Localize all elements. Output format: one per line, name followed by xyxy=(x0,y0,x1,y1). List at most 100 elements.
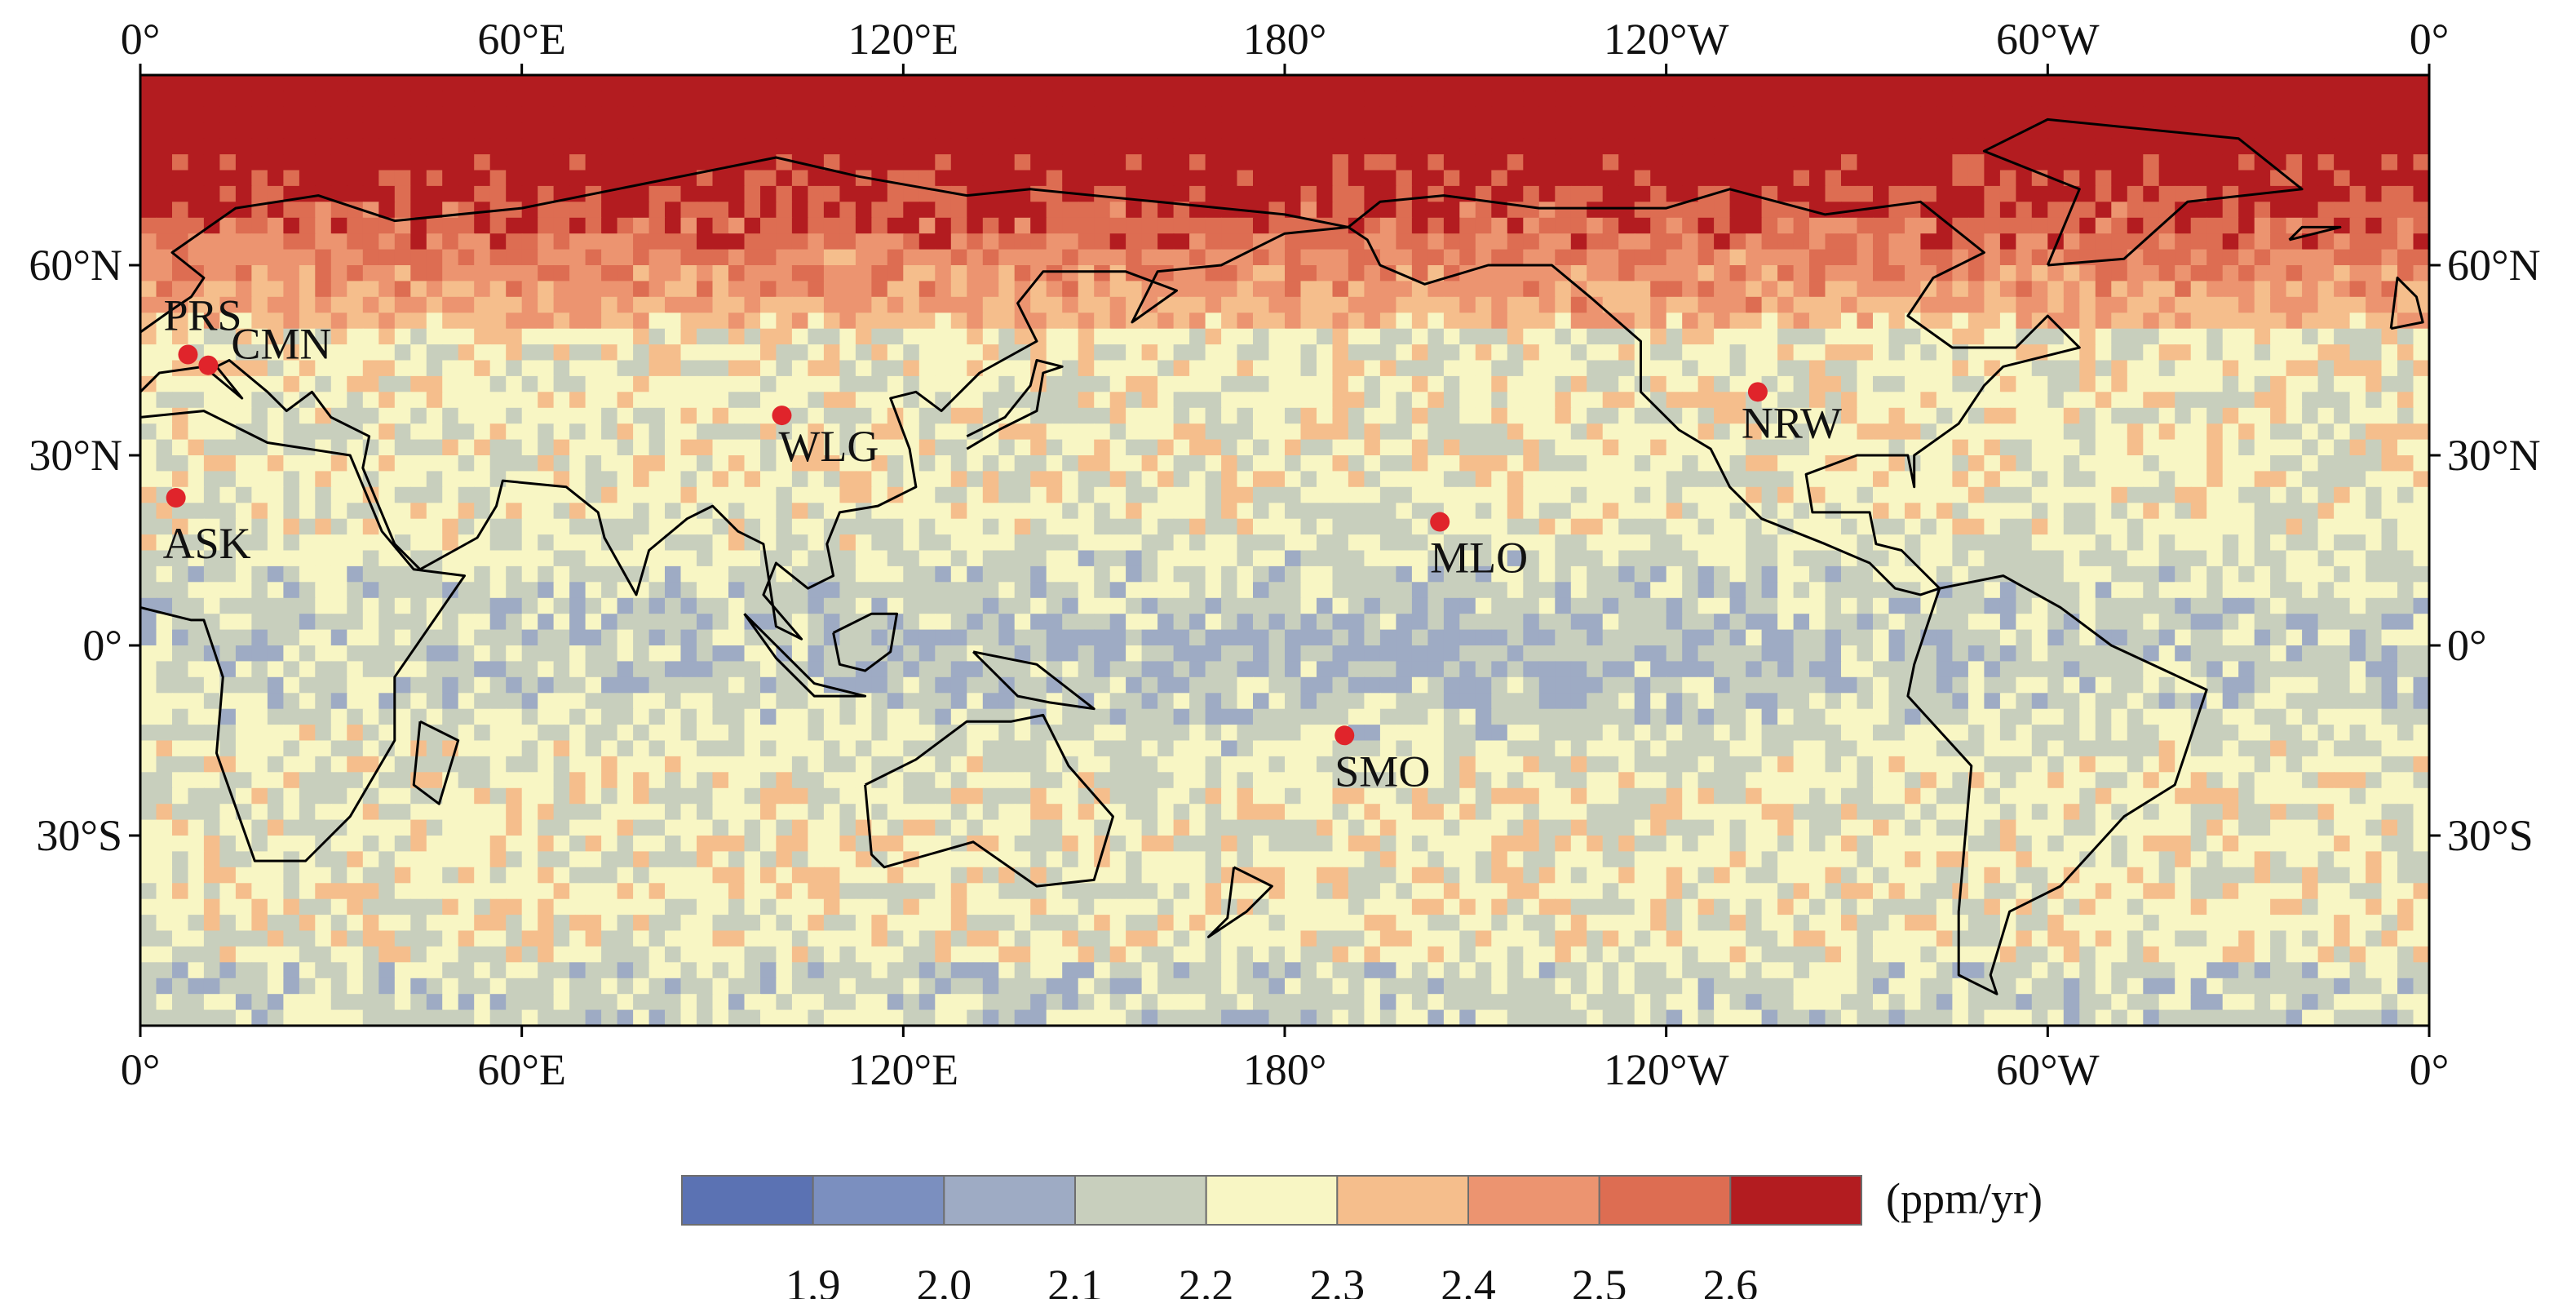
grid-cell xyxy=(2349,91,2366,108)
grid-cell xyxy=(760,614,777,631)
grid-cell xyxy=(1920,455,1937,472)
grid-cell xyxy=(2127,582,2144,599)
grid-cell xyxy=(2127,565,2144,583)
grid-cell xyxy=(1777,233,1795,250)
grid-cell xyxy=(1587,439,1604,456)
grid-cell xyxy=(665,614,682,631)
grid-cell xyxy=(1443,296,1461,313)
grid-cell xyxy=(1507,534,1525,552)
grid-cell xyxy=(203,518,221,535)
grid-cell xyxy=(601,503,618,520)
grid-cell xyxy=(1332,154,1349,171)
grid-cell xyxy=(172,550,189,567)
grid-cell xyxy=(521,423,538,441)
grid-cell xyxy=(156,249,173,266)
grid-cell xyxy=(712,91,729,108)
grid-cell xyxy=(1999,106,2017,123)
grid-cell xyxy=(1317,328,1334,345)
grid-cell xyxy=(251,503,268,520)
grid-cell xyxy=(1014,328,1031,345)
grid-cell xyxy=(950,565,968,583)
grid-cell xyxy=(2397,154,2414,171)
grid-cell xyxy=(982,170,1000,187)
grid-cell xyxy=(315,313,332,330)
grid-cell xyxy=(2381,138,2398,155)
grid-cell xyxy=(1809,138,1826,155)
grid-cell xyxy=(1873,423,1890,441)
grid-cell xyxy=(172,582,189,599)
grid-cell xyxy=(347,375,364,393)
grid-cell xyxy=(521,597,538,614)
grid-cell xyxy=(1285,328,1302,345)
grid-cell xyxy=(903,185,920,203)
grid-cell xyxy=(251,185,268,203)
grid-cell xyxy=(665,518,682,535)
grid-cell xyxy=(2413,217,2429,234)
grid-cell xyxy=(330,518,348,535)
grid-cell xyxy=(1841,217,1858,234)
grid-cell xyxy=(1427,439,1445,456)
grid-cell xyxy=(235,582,253,599)
grid-cell xyxy=(2222,328,2239,345)
grid-cell xyxy=(1141,328,1158,345)
grid-cell xyxy=(1237,185,1254,203)
grid-cell xyxy=(235,217,253,234)
grid-cell xyxy=(1109,597,1126,614)
grid-cell xyxy=(935,170,952,187)
grid-cell xyxy=(2286,313,2303,330)
grid-cell xyxy=(283,91,300,108)
grid-cell xyxy=(1268,281,1286,298)
grid-cell xyxy=(1109,170,1126,187)
grid-cell xyxy=(744,138,761,155)
grid-cell xyxy=(1285,471,1302,488)
grid-cell xyxy=(2206,392,2224,409)
grid-cell xyxy=(1427,281,1445,298)
grid-cell xyxy=(1507,233,1525,250)
grid-cell xyxy=(2413,375,2429,393)
grid-cell xyxy=(474,550,491,567)
grid-cell xyxy=(1682,75,1699,92)
grid-cell xyxy=(1999,138,2017,155)
grid-cell xyxy=(1285,550,1302,567)
grid-cell xyxy=(2366,313,2383,330)
grid-cell xyxy=(219,455,237,472)
grid-cell xyxy=(1538,75,1556,92)
grid-cell xyxy=(1046,471,1063,488)
grid-cell xyxy=(855,503,873,520)
grid-cell xyxy=(918,518,936,535)
grid-cell xyxy=(1634,217,1651,234)
grid-cell xyxy=(1825,471,1842,488)
grid-cell xyxy=(998,185,1016,203)
grid-cell xyxy=(1317,392,1334,409)
grid-cell xyxy=(219,328,237,345)
grid-cell xyxy=(950,614,968,631)
grid-cell xyxy=(648,75,666,92)
grid-cell xyxy=(1237,154,1254,171)
grid-cell xyxy=(1714,313,1731,330)
grid-cell xyxy=(744,597,761,614)
grid-cell xyxy=(1173,154,1190,171)
grid-cell xyxy=(918,407,936,424)
grid-cell xyxy=(1984,550,2001,567)
grid-cell xyxy=(1141,233,1158,250)
grid-cell xyxy=(140,565,157,583)
grid-cell xyxy=(347,439,364,456)
grid-cell xyxy=(2190,202,2207,219)
grid-cell xyxy=(760,265,777,282)
grid-cell xyxy=(1714,233,1731,250)
grid-cell xyxy=(1396,471,1413,488)
grid-cell xyxy=(2366,328,2383,345)
grid-cell xyxy=(1841,265,1858,282)
grid-cell xyxy=(489,170,507,187)
grid-cell xyxy=(1094,597,1111,614)
grid-cell xyxy=(1221,122,1238,140)
grid-cell xyxy=(1618,423,1635,441)
grid-cell xyxy=(1141,439,1158,456)
grid-cell xyxy=(823,296,841,313)
grid-cell xyxy=(1237,296,1254,313)
grid-cell xyxy=(474,614,491,631)
grid-cell xyxy=(1523,328,1540,345)
grid-cell xyxy=(903,550,920,567)
grid-cell xyxy=(1618,185,1635,203)
grid-cell xyxy=(1682,265,1699,282)
